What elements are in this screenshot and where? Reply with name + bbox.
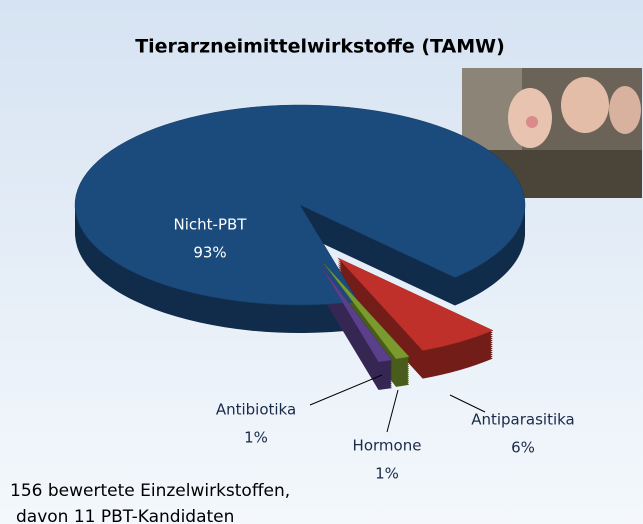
footnote: davon 11 PBT-Kandidaten: [16, 507, 234, 524]
value-label: 1%: [375, 465, 399, 483]
slice: [75, 105, 525, 305]
slice-label: Antiparasitika: [471, 411, 575, 429]
footnote: 156 bewertete Einzelwirkstoffen,: [10, 481, 290, 501]
slice-label: Hormone: [353, 437, 422, 455]
value-label: 1%: [244, 429, 268, 447]
value-label: 93%: [193, 244, 226, 262]
slice-label: Antibiotika: [216, 401, 296, 419]
value-label: 6%: [511, 439, 535, 457]
chart-title: Tierarzneimittelwirkstoffe (TAMW): [135, 36, 505, 58]
slice-label: Nicht-PBT: [174, 216, 248, 234]
chart: Tierarzneimittelwirkstoffe (TAMW) Nicht-…: [0, 0, 643, 524]
